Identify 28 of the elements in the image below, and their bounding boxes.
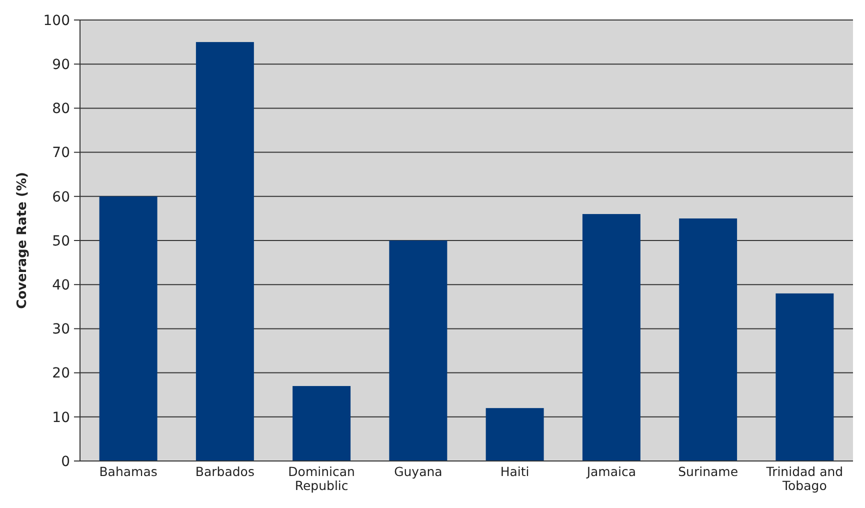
y-tick-label: 30 [52,322,70,338]
bar [99,196,158,461]
y-tick-label: 0 [61,454,70,470]
bar [292,386,351,461]
x-tick-label: Jamaica [586,464,636,479]
bar [486,408,544,461]
bar [776,293,834,461]
x-tick-label: Guyana [394,464,442,479]
x-tick-label: Bahamas [99,464,158,479]
y-tick-label: 50 [52,233,70,250]
x-tick-label: Barbados [195,464,254,479]
y-tick-label: 20 [52,366,70,382]
bar [196,42,254,461]
y-tick-label: 40 [52,278,70,294]
y-tick-label: 60 [52,189,70,206]
y-axis-title: Coverage Rate (%) [15,172,30,309]
y-tick-label: 70 [52,145,70,162]
y-tick-label: 90 [52,57,70,73]
x-tick-label: Dominican Republic [288,464,355,493]
y-tick-label: 10 [52,410,70,426]
y-tick-label: 80 [52,101,70,118]
bar [679,218,738,461]
x-tick-label: Suriname [678,464,738,479]
x-tick-label: Trinidad and Tobago [765,464,844,493]
y-tick-label: 100 [43,12,70,29]
bar [582,214,640,461]
x-tick-label: Haiti [500,464,530,479]
bar [389,240,448,461]
